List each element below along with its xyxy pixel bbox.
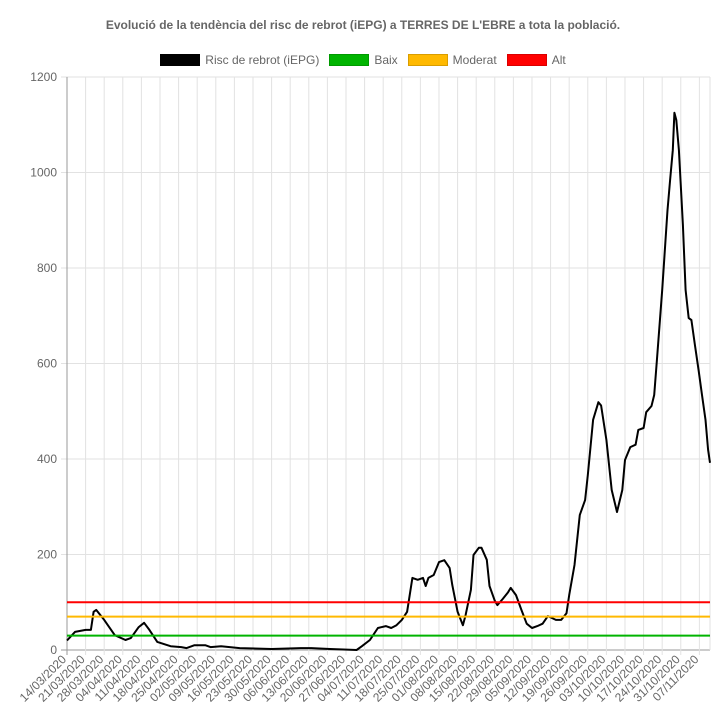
legend: Risc de rebrot (iEPG) Baix Moderat Alt <box>0 53 726 67</box>
legend-label: Baix <box>374 53 398 67</box>
chart-title: Evolució de la tendència del risc de reb… <box>105 18 621 32</box>
legend-swatch <box>506 54 547 66</box>
legend-item-alt[interactable]: Alt <box>506 53 566 67</box>
legend-item-risc[interactable]: Risc de rebrot (iEPG) <box>160 53 319 67</box>
series-line-iepg <box>66 111 711 651</box>
y-tick-label: 400 <box>37 452 57 466</box>
legend-swatch <box>329 54 370 66</box>
y-tick-label: 200 <box>37 548 57 562</box>
legend-label: Alt <box>551 53 566 67</box>
y-tick-label: 0 <box>50 643 57 657</box>
legend-label: Risc de rebrot (iEPG) <box>205 53 320 67</box>
y-tick-label: 800 <box>37 261 57 275</box>
legend-item-baix[interactable]: Baix <box>329 53 398 67</box>
legend-swatch <box>160 54 201 66</box>
y-tick-label: 1200 <box>30 70 57 84</box>
y-tick-label: 1000 <box>30 166 57 180</box>
y-tick-label: 600 <box>37 357 57 371</box>
legend-swatch <box>407 54 448 66</box>
legend-label: Moderat <box>452 53 497 67</box>
legend-item-moderat[interactable]: Moderat <box>407 53 497 67</box>
